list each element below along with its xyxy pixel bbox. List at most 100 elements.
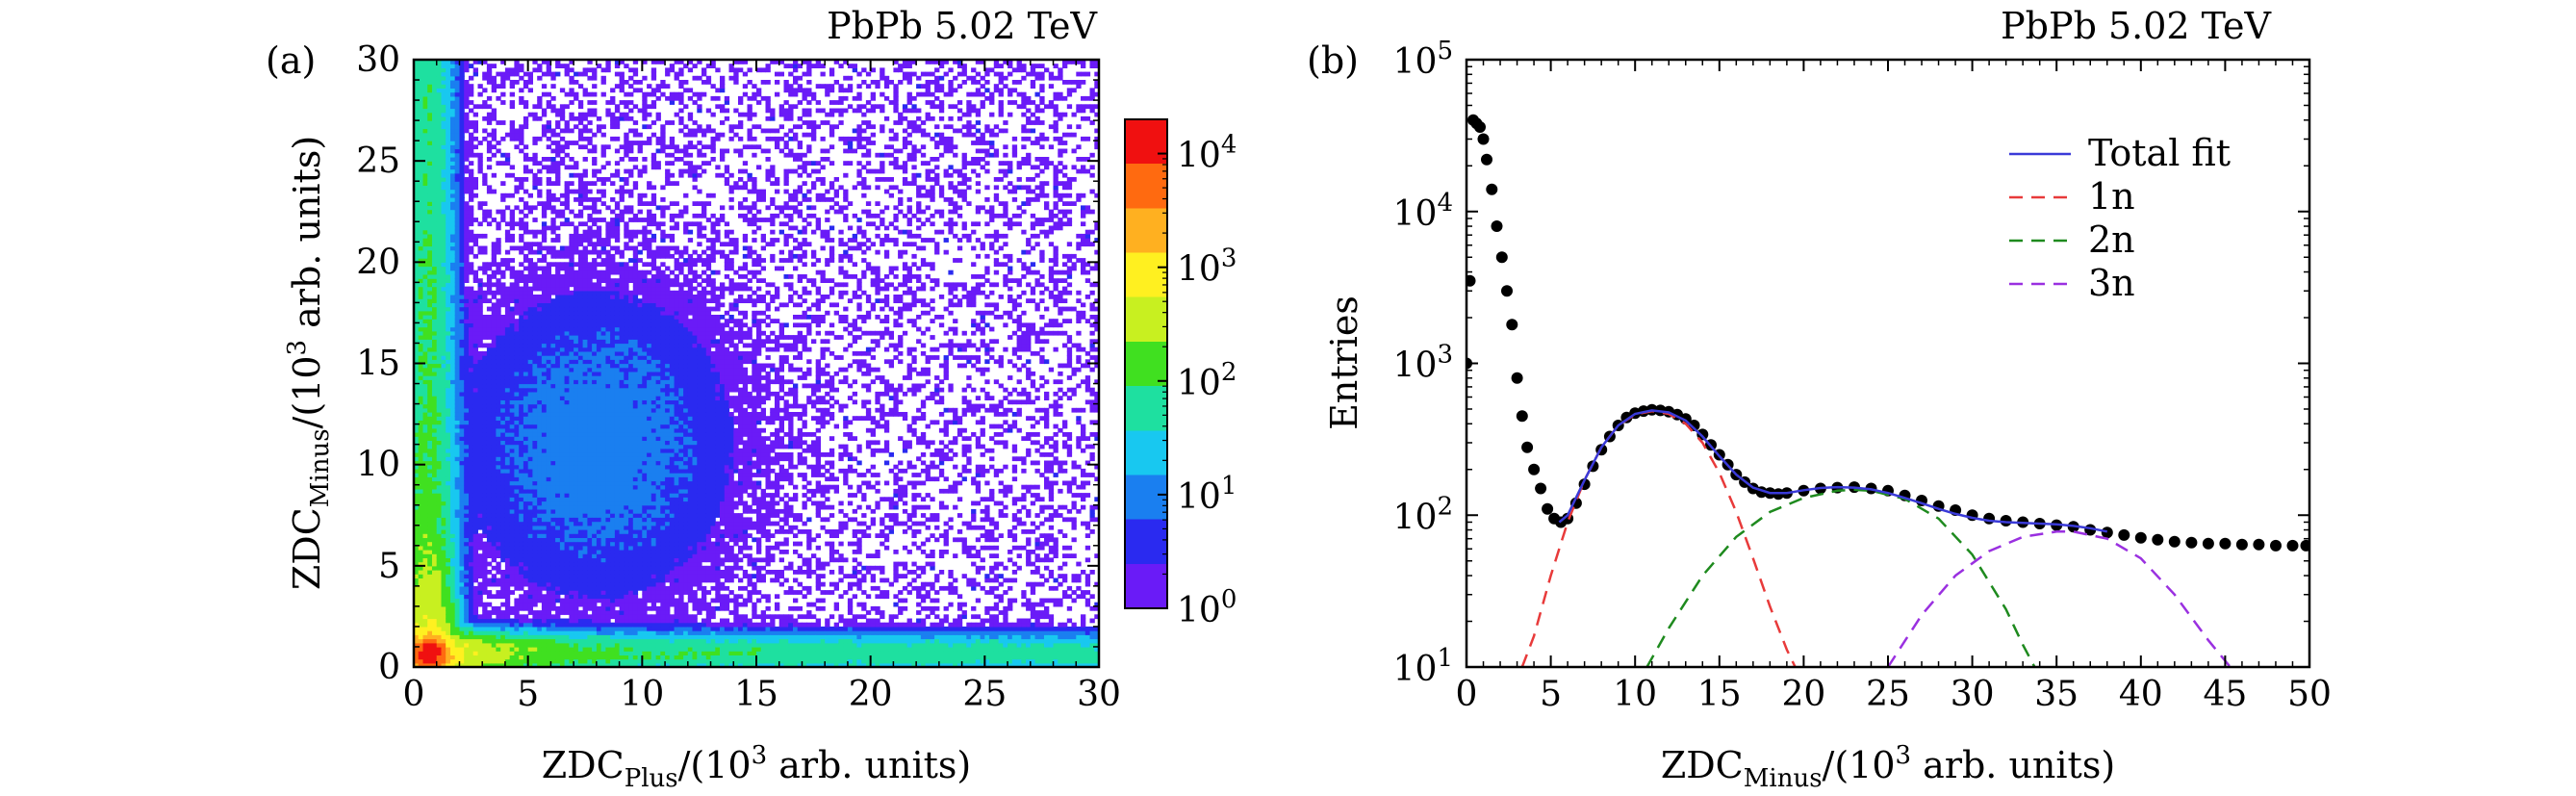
heatmap-cell [472, 618, 478, 624]
heatmap-cell [546, 473, 551, 477]
heatmap-cell [532, 363, 538, 369]
heatmap-cell [532, 501, 538, 506]
heatmap-cell [441, 225, 446, 231]
heatmap-cell [519, 497, 524, 502]
heatmap-cell [464, 371, 470, 376]
heatmap-cell [541, 484, 548, 490]
heatmap-cell [472, 424, 478, 429]
heatmap-cell [469, 262, 474, 268]
heatmap-cell [459, 124, 465, 130]
heatmap-cell [496, 350, 501, 356]
heatmap-cell [427, 274, 433, 279]
heatmap-cell [550, 84, 556, 89]
heatmap-cell [436, 177, 442, 182]
heatmap-cell [555, 177, 561, 182]
heatmap-cell [418, 262, 423, 268]
heatmap-cell [496, 416, 501, 421]
heatmap-cell [454, 161, 460, 166]
heatmap-cell [496, 533, 501, 538]
heatmap-cell [555, 537, 561, 543]
heatmap-cell [441, 497, 446, 502]
heatmap-cell [450, 238, 456, 243]
heatmap-cell [569, 541, 574, 547]
heatmap-cell [450, 100, 456, 105]
heatmap-cell [496, 335, 501, 340]
heatmap-cell [427, 242, 433, 247]
heatmap-cell [469, 508, 474, 514]
heatmap-cell [477, 339, 483, 345]
heatmap-cell [577, 315, 584, 320]
heatmap-cell [454, 165, 460, 170]
heatmap-cell [509, 363, 515, 369]
heatmap-cell [514, 658, 520, 664]
heatmap-cell [519, 249, 524, 255]
heatmap-cell [432, 367, 438, 372]
heatmap-cell [441, 315, 446, 320]
heatmap-cell [486, 274, 493, 279]
heatmap-cell [491, 501, 497, 506]
heatmap-cell [519, 440, 524, 446]
heatmap-cell [472, 416, 478, 421]
heatmap-cell [422, 416, 428, 421]
heatmap-cell [555, 504, 561, 510]
heatmap-cell [441, 136, 446, 141]
heatmap-cell [541, 570, 548, 575]
heatmap-cell [482, 343, 488, 348]
heatmap-cell [509, 501, 515, 506]
heatmap-cell [550, 529, 556, 534]
heatmap-cell [537, 387, 543, 393]
heatmap-cell [555, 141, 561, 145]
heatmap-cell [555, 420, 561, 425]
heatmap-cell [527, 468, 533, 474]
heatmap-cell [569, 545, 574, 551]
heatmap-cell [537, 581, 543, 587]
heatmap-cell [582, 647, 588, 652]
heatmap-cell [454, 249, 460, 255]
heatmap-cell [469, 367, 474, 372]
heatmap-cell [450, 249, 456, 255]
heatmap-cell [459, 144, 465, 150]
heatmap-cell [469, 557, 474, 563]
heatmap-cell [418, 278, 423, 283]
heatmap-cell [523, 647, 529, 652]
heatmap-cell [472, 359, 478, 365]
heatmap-cell [574, 638, 579, 644]
heatmap-cell [459, 193, 465, 198]
heatmap-cell [541, 282, 548, 288]
heatmap-cell [527, 359, 533, 365]
heatmap-cell [541, 108, 548, 114]
heatmap-cell [550, 578, 556, 583]
heatmap-cell [427, 132, 433, 138]
heatmap-cell [446, 529, 451, 534]
heatmap-cell [436, 88, 442, 93]
heatmap-cell [509, 634, 515, 640]
heatmap-cell [482, 651, 488, 655]
heatmap-cell [446, 157, 451, 162]
heatmap-cell [441, 310, 446, 316]
heatmap-cell [523, 622, 529, 628]
heatmap-cell [519, 387, 524, 393]
heatmap-cell [559, 88, 566, 93]
heatmap-cell [477, 168, 483, 174]
heatmap-cell [464, 177, 470, 182]
heatmap-cell [472, 315, 478, 320]
heatmap-cell [523, 144, 529, 150]
heatmap-cell [482, 444, 488, 449]
heatmap-cell [541, 128, 548, 134]
heatmap-cell [414, 367, 420, 372]
heatmap-cell [464, 581, 470, 587]
heatmap-cell [550, 533, 556, 538]
heatmap-cell [519, 124, 524, 130]
heatmap-cell [537, 440, 543, 446]
heatmap-cell [459, 326, 465, 332]
heatmap-cell [491, 379, 497, 385]
heatmap-cell [469, 148, 474, 154]
heatmap-cell [555, 517, 561, 523]
heatmap-cell [414, 229, 420, 235]
heatmap-cell [472, 335, 478, 340]
heatmap-cell [464, 95, 470, 101]
heatmap-cell [486, 359, 493, 365]
heatmap-cell [504, 172, 511, 178]
heatmap-cell [523, 630, 529, 635]
heatmap-cell [486, 286, 493, 292]
